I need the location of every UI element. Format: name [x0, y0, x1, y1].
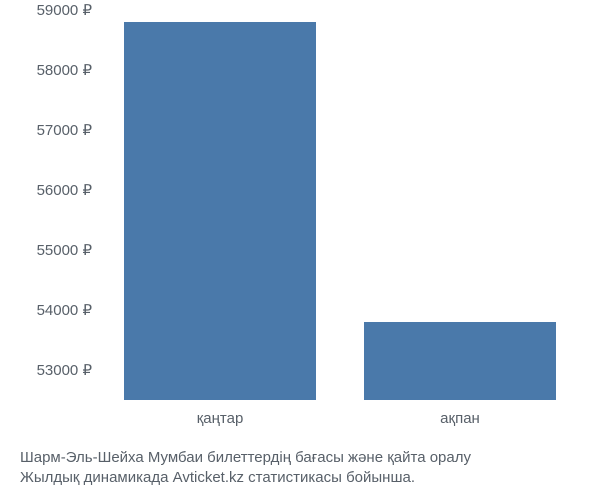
y-tick-label: 56000 ₽: [37, 181, 92, 199]
price-chart: Шарм-Эль-Шейха Мумбаи билеттердің бағасы…: [0, 0, 600, 500]
y-tick-label: 58000 ₽: [37, 61, 92, 79]
caption-line-2: Жылдық динамикада Avticket.kz статистика…: [20, 468, 471, 488]
y-tick-label: 54000 ₽: [37, 301, 92, 319]
bar: [364, 322, 556, 400]
caption-line-1: Шарм-Эль-Шейха Мумбаи билеттердің бағасы…: [20, 448, 471, 468]
y-tick-label: 53000 ₽: [37, 361, 92, 379]
y-tick-label: 57000 ₽: [37, 121, 92, 139]
plot-area: [100, 10, 580, 400]
y-tick-label: 55000 ₽: [37, 241, 92, 259]
chart-caption: Шарм-Эль-Шейха Мумбаи билеттердің бағасы…: [20, 448, 471, 489]
x-tick-label: ақпан: [440, 410, 480, 427]
y-tick-label: 59000 ₽: [37, 1, 92, 19]
x-tick-label: қаңтар: [197, 410, 244, 427]
bar: [124, 22, 316, 400]
